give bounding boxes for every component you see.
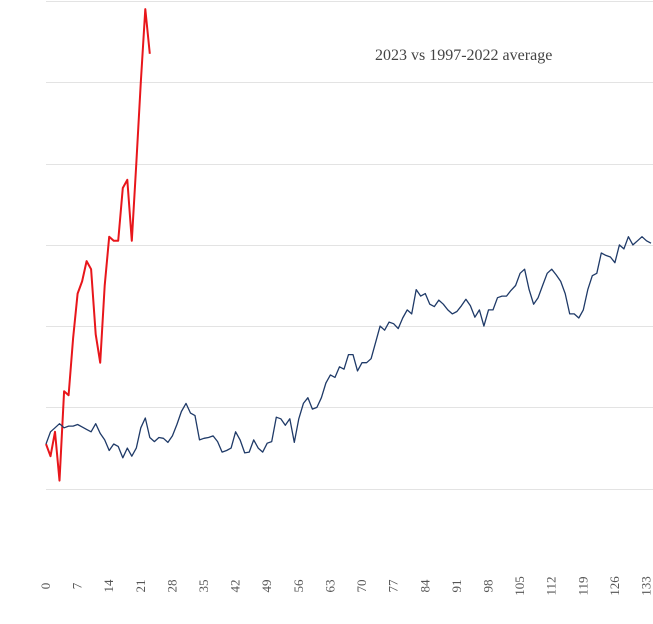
x-tick-label: 119 (575, 576, 590, 595)
x-tick-label: 77 (386, 579, 401, 593)
x-tick-label: 7 (70, 582, 85, 589)
x-tick-label: 105 (512, 576, 527, 596)
x-tick-label: 42 (228, 580, 243, 593)
x-tick-label: 98 (480, 580, 495, 593)
x-tick-label: 14 (101, 579, 116, 593)
x-tick-label: 91 (449, 580, 464, 593)
x-tick-label: 35 (196, 580, 211, 593)
blue-series-line (45, 236, 652, 459)
x-tick-label: 126 (607, 576, 622, 596)
x-tick-label: 70 (354, 580, 369, 593)
x-tick-label: 0 (38, 583, 53, 590)
x-tick-label: 133 (638, 576, 653, 596)
x-tick-label: 112 (544, 576, 559, 595)
x-tick-label: 63 (322, 580, 337, 593)
x-tick-label: 49 (259, 580, 274, 593)
red-series-line (45, 8, 151, 482)
x-tick-label: 56 (291, 579, 306, 593)
x-tick-label: 84 (417, 579, 432, 593)
x-tick-label: 28 (164, 580, 179, 593)
chart-title: 2023 vs 1997-2022 average (375, 47, 553, 64)
x-tick-label: 21 (133, 580, 148, 593)
